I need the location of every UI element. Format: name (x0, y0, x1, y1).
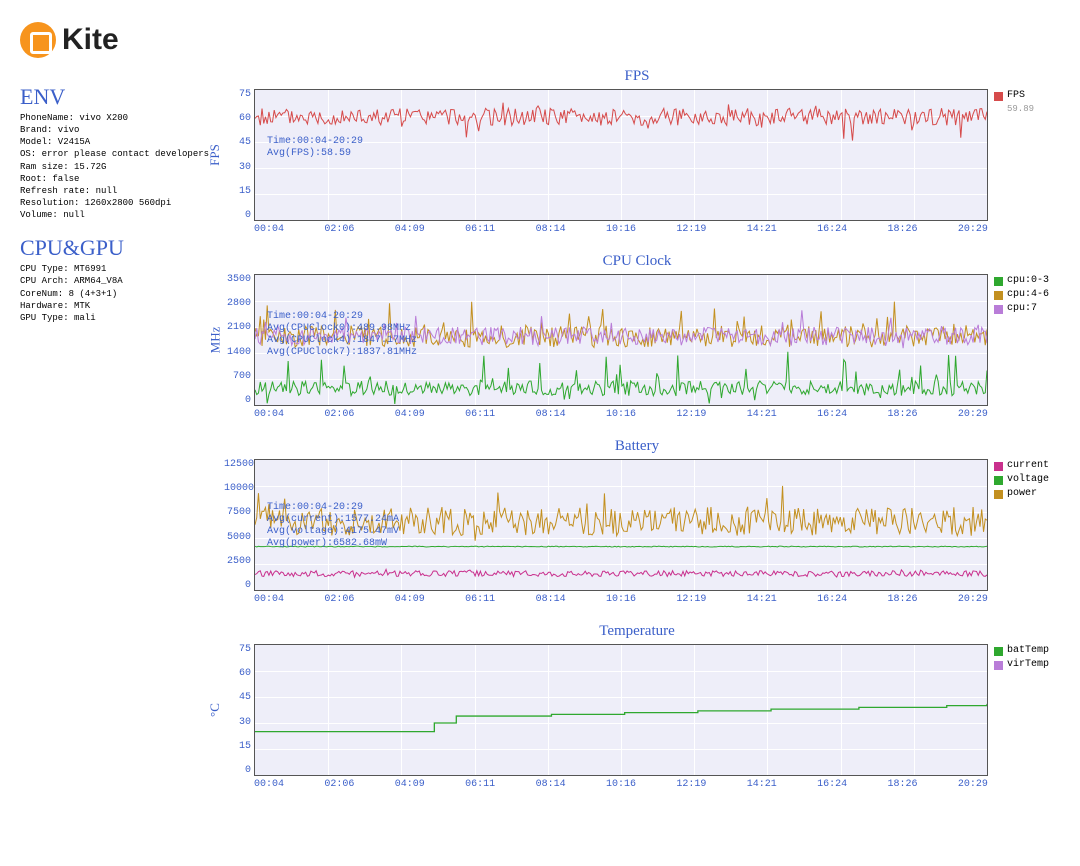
legend-swatch (994, 291, 1003, 300)
plot-area: Time:00:04-20:29 Avg(FPS):58.59 (254, 89, 988, 221)
env-body: PhoneName: vivo X200 Brand: vivo Model: … (20, 112, 200, 221)
legend-label: batTemp (1007, 644, 1049, 658)
xticks: 00:0402:0604:0906:1108:1410:1612:1914:21… (254, 221, 988, 235)
ylabel (206, 459, 224, 591)
legend-label: cpu:0-3 (1007, 274, 1049, 288)
chart-annotation: Time:00:04-20:29 Avg(CPUClock0):489.98MH… (267, 311, 417, 359)
xticks: 00:0402:0604:0906:1108:1410:1612:1914:21… (254, 406, 988, 420)
chart-title: Temperature (206, 623, 1068, 640)
legend-swatch (994, 661, 1003, 670)
legend-label: voltage (1007, 473, 1049, 487)
logo-text: Kite (62, 23, 119, 57)
chart-cpuclock: CPU Clock MHz35002800210014007000 Time:00:… (206, 253, 1068, 420)
legend: currentvoltagepower (988, 459, 1068, 591)
legend-item: cpu:4-6 (994, 288, 1068, 302)
sidebar: ENV PhoneName: vivo X200 Brand: vivo Mod… (20, 84, 200, 338)
xticks: 00:0402:0604:0906:1108:1410:1612:1914:21… (254, 591, 988, 605)
legend-item: voltage (994, 473, 1068, 487)
legend-item: cpu:7 (994, 302, 1068, 316)
legend-swatch (994, 647, 1003, 656)
legend-item: FPS (994, 89, 1068, 103)
cpugpu-body: CPU Type: MT6991 CPU Arch: ARM64_V8A Cor… (20, 263, 200, 324)
charts-area: FPSFPS75604530150Time:00:04-20:29 Avg(FP… (206, 68, 1068, 808)
yticks: 75604530150 (224, 644, 254, 776)
legend-label: cpu:7 (1007, 302, 1037, 316)
legend-item: batTemp (994, 644, 1068, 658)
legend-label: power (1007, 487, 1037, 501)
yticks: 35002800210014007000 (224, 274, 254, 406)
legend-item: current (994, 459, 1068, 473)
legend-swatch (994, 277, 1003, 286)
chart-title: Battery (206, 438, 1068, 455)
legend-swatch (994, 92, 1003, 101)
legend-item: cpu:0-3 (994, 274, 1068, 288)
xticks: 00:0402:0604:0906:1108:1410:1612:1914:21… (254, 776, 988, 790)
yticks: 12500100007500500025000 (224, 459, 254, 591)
legend: cpu:0-3cpu:4-6cpu:7 (988, 274, 1068, 406)
legend-label: virTemp (1007, 658, 1049, 672)
chart-title: CPU Clock (206, 253, 1068, 270)
legend-swatch (994, 462, 1003, 471)
legend: FPS59.89 (988, 89, 1068, 221)
legend-sub: 59.89 (994, 103, 1068, 116)
legend-swatch (994, 490, 1003, 499)
chart-fps: FPSFPS75604530150Time:00:04-20:29 Avg(FP… (206, 68, 1068, 235)
plot-area: Time:00:04-20:29 Avg(current):1577.24mA … (254, 459, 988, 591)
ylabel: MHz (206, 274, 224, 406)
logo: Kite (20, 22, 119, 58)
legend-swatch (994, 305, 1003, 314)
legend-item: power (994, 487, 1068, 501)
yticks: 75604530150 (224, 89, 254, 221)
cpugpu-header: CPU&GPU (20, 235, 200, 261)
chart-title: FPS (206, 68, 1068, 85)
chart-annotation: Time:00:04-20:29 Avg(current):1577.24mA … (267, 502, 399, 550)
plot-area (254, 644, 988, 776)
logo-icon (20, 22, 56, 58)
env-header: ENV (20, 84, 200, 110)
chart-temp: Temperature°C75604530150batTempvirTemp00… (206, 623, 1068, 790)
ylabel: FPS (206, 89, 224, 221)
legend-swatch (994, 476, 1003, 485)
plot-area: Time:00:04-20:29 Avg(CPUClock0):489.98MH… (254, 274, 988, 406)
chart-battery: Battery 12500100007500500025000 Time:00:04… (206, 438, 1068, 605)
legend: batTempvirTemp (988, 644, 1068, 776)
legend-label: current (1007, 459, 1049, 473)
ylabel: °C (206, 644, 224, 776)
chart-annotation: Time:00:04-20:29 Avg(FPS):58.59 (267, 136, 363, 160)
legend-item: virTemp (994, 658, 1068, 672)
legend-label: cpu:4-6 (1007, 288, 1049, 302)
legend-label: FPS (1007, 89, 1025, 103)
